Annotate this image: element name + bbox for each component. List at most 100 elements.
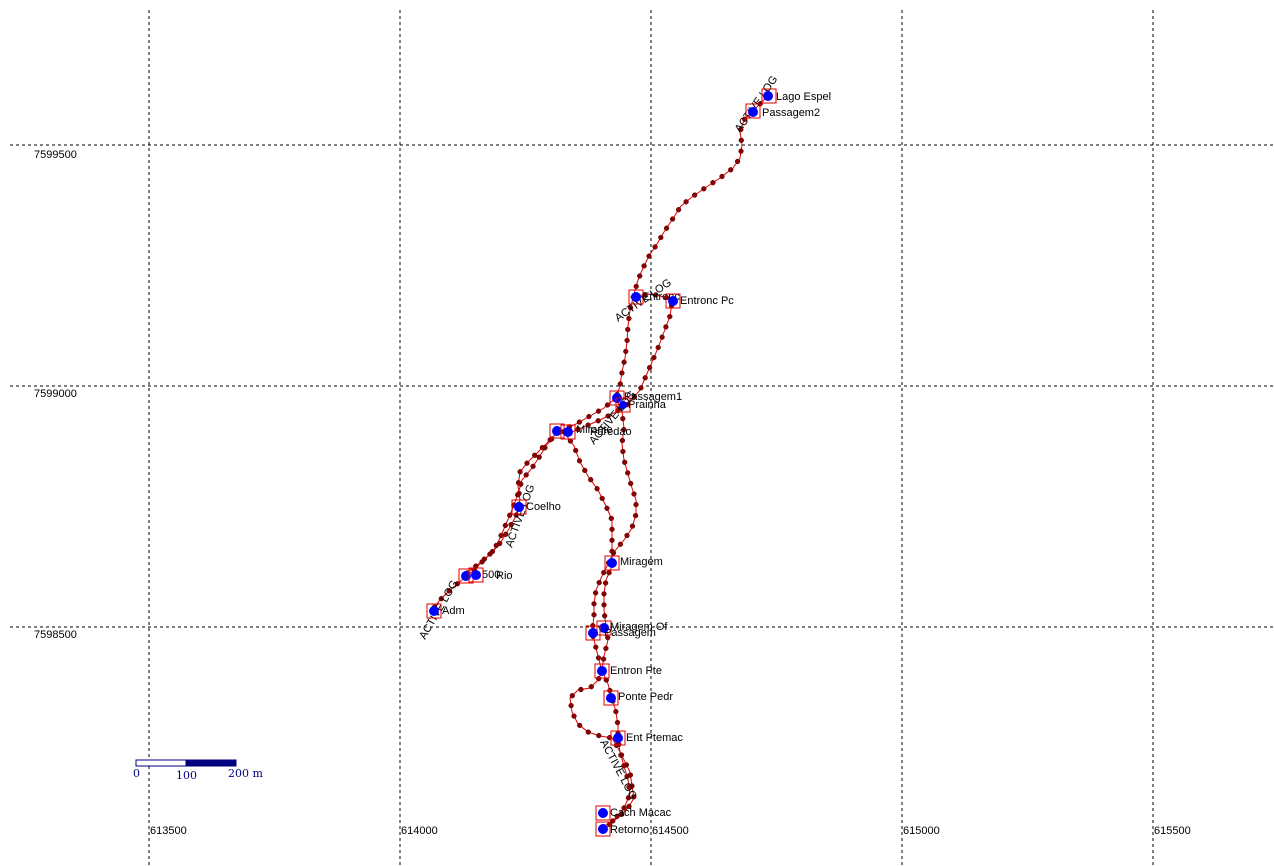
waypoint-coelho[interactable]: Coelho — [511, 499, 561, 515]
track-point — [523, 472, 529, 478]
track-point — [619, 370, 625, 376]
scale-bar-label: 0 — [133, 767, 140, 780]
track-point — [605, 413, 611, 419]
track-point — [617, 541, 624, 547]
track-point — [621, 763, 627, 769]
waypoint-marker-icon — [599, 623, 609, 633]
track-point — [609, 537, 615, 543]
waypoint-passagem2[interactable]: Passagem2 — [745, 103, 820, 119]
waypoint-prainha[interactable]: Prainha — [615, 397, 667, 413]
track-point — [516, 490, 522, 497]
waypoint-retorno[interactable]: Retorno — [595, 821, 649, 837]
track-point — [641, 263, 647, 269]
waypoint-label: Coelho — [526, 501, 561, 513]
track-point — [517, 469, 523, 475]
track-point — [532, 452, 538, 458]
waypoint-marker-icon — [748, 107, 758, 117]
waypoint-marker-icon — [668, 296, 678, 306]
x-axis-label: 613500 — [150, 825, 187, 837]
waypoint-label: Cach Macac — [610, 807, 672, 819]
track-point — [738, 148, 744, 154]
track-point — [614, 719, 621, 726]
y-axis-label: 7599000 — [34, 388, 77, 400]
waypoint-label: 500 — [482, 569, 500, 581]
track-point — [603, 645, 609, 652]
waypoint-passagem[interactable]: Passagem — [585, 625, 656, 641]
track-point — [617, 381, 623, 387]
track-point — [609, 526, 615, 532]
waypoint-miragem-of[interactable]: Miragem Of — [596, 620, 668, 636]
waypoint-cach-macac[interactable]: Cach Macac — [595, 805, 672, 821]
track-point — [595, 655, 602, 661]
track-point — [655, 344, 661, 351]
waypoint-ponte-pedr[interactable]: Ponte Pedr — [603, 690, 673, 706]
track-point — [586, 413, 592, 420]
waypoint-label: Rio — [496, 570, 513, 582]
track-point — [651, 354, 657, 361]
track-point — [622, 459, 628, 465]
track-point — [738, 126, 744, 133]
x-axis-label: 615000 — [903, 825, 940, 837]
track-point — [626, 803, 632, 810]
waypoint-lago-espel[interactable]: Lago Espel — [761, 88, 831, 104]
waypoint-marker-icon — [429, 606, 439, 616]
waypoint-adm[interactable]: Adm — [426, 603, 465, 619]
track-point — [582, 467, 588, 474]
track-point — [675, 207, 682, 213]
waypoint-rio[interactable]: Rio — [468, 567, 513, 583]
waypoints: Lago Espel Passagem2 Entronc Entronc Pc … — [426, 88, 831, 837]
track-point — [608, 515, 614, 522]
track-point — [593, 644, 599, 650]
x-axis-label: 614500 — [652, 825, 689, 837]
track-point — [633, 283, 639, 290]
track-point — [596, 676, 602, 682]
scale-bar: 0 100 200 m — [133, 759, 263, 782]
axis-labels: 613500 614000 614500 615000 615500 75995… — [34, 149, 1191, 837]
waypoint-miragem[interactable]: Miragem — [604, 555, 663, 571]
waypoint-entron-pte[interactable]: Entron Pte — [594, 663, 662, 679]
track-point — [569, 693, 575, 699]
track-point — [659, 334, 665, 340]
waypoint-ent-ptemac[interactable]: Ent Ptemac — [610, 730, 683, 746]
track-point — [624, 773, 630, 780]
track-point — [631, 794, 637, 800]
x-axis-label: 615500 — [1154, 825, 1191, 837]
track-point — [601, 602, 607, 608]
track-point — [623, 348, 629, 355]
track-line-north — [615, 95, 769, 399]
waypoint-label: Miragem Of — [610, 621, 668, 633]
waypoint-label: Miragem — [620, 556, 663, 568]
track-point — [591, 601, 597, 607]
track-point — [619, 437, 626, 444]
waypoint-marker-icon — [588, 628, 598, 638]
y-axis-label: 7599500 — [34, 149, 77, 161]
track-point — [658, 234, 664, 241]
track-point — [701, 186, 707, 192]
waypoint-paredao[interactable]: Paredao — [560, 424, 632, 440]
waypoint-marker-icon — [471, 570, 481, 580]
waypoint-label: Passagem — [604, 627, 656, 639]
track-point — [626, 315, 632, 322]
track-point — [585, 729, 591, 735]
waypoint-label: Ponte Pedr — [618, 691, 673, 703]
track-point — [601, 569, 607, 576]
track-point — [539, 444, 546, 451]
track-point — [489, 548, 496, 555]
track-point — [578, 686, 584, 693]
track-point — [576, 419, 583, 425]
track-point — [692, 192, 698, 198]
waypoint-label: Retorno — [610, 824, 649, 836]
waypoint-marker-icon — [514, 502, 524, 512]
track-point — [577, 722, 583, 729]
track-point — [595, 408, 602, 414]
waypoint-label: Passagem2 — [762, 107, 820, 119]
track-point — [498, 532, 504, 539]
waypoint-entronc-pc[interactable]: Entronc Pc — [665, 293, 734, 309]
track-point — [536, 454, 542, 460]
track-point — [625, 470, 631, 476]
track-point — [626, 784, 632, 790]
x-axis-label: 614000 — [401, 825, 438, 837]
track-point — [606, 570, 612, 576]
track-point — [628, 480, 634, 487]
